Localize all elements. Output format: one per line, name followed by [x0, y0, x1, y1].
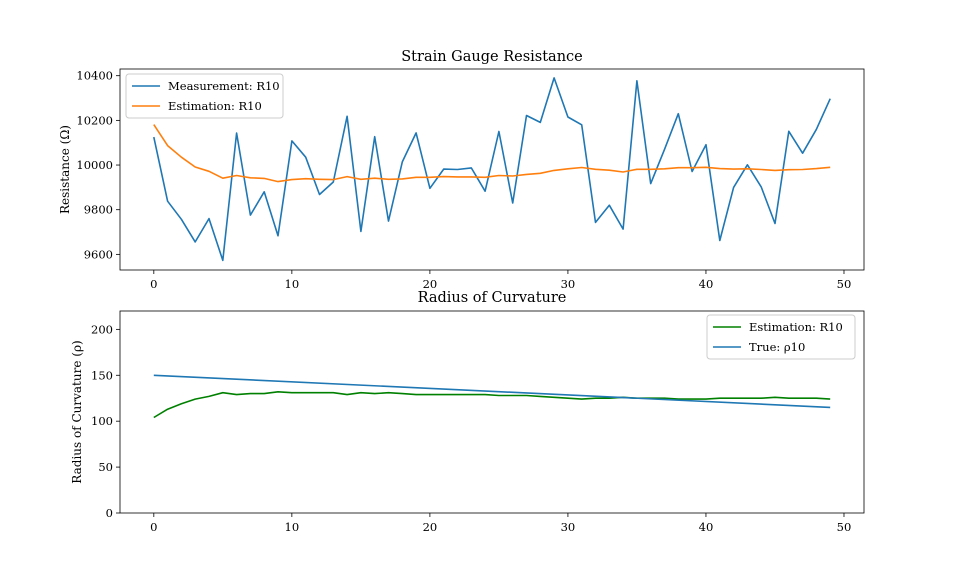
- y-tick-label: 200: [91, 322, 113, 336]
- y-tick-label: 10400: [76, 69, 113, 83]
- chart-title: Strain Gauge Resistance: [401, 49, 583, 65]
- x-tick-label: 20: [423, 520, 438, 534]
- x-axis: 0 10 20 30 40 50: [150, 270, 851, 291]
- chart-resistance: Strain Gauge Resistance 9600980010000102…: [58, 49, 865, 291]
- plot-area: [119, 68, 865, 271]
- series-group: [153, 374, 831, 419]
- x-tick-label: 0: [150, 277, 157, 291]
- legend-label: True: ρ10: [749, 340, 805, 354]
- series-line: [153, 374, 831, 409]
- x-tick-label: 30: [561, 520, 576, 534]
- y-tick-label: 9600: [84, 247, 113, 261]
- x-tick-label: 40: [699, 520, 714, 534]
- x-axis: 0 10 20 30 40 50: [150, 513, 851, 534]
- y-axis: 9600 9800 10000 10200 10400: [76, 69, 120, 261]
- x-tick-label: 10: [285, 520, 300, 534]
- y-tick-label: 9800: [84, 203, 113, 217]
- series-group: [153, 77, 831, 262]
- y-axis-label: Resistance (Ω): [58, 125, 72, 214]
- y-axis: 0 50 100 150 200: [91, 322, 120, 520]
- legend-label: Estimation: R10: [749, 320, 843, 334]
- y-tick-label: 150: [91, 368, 113, 382]
- series-line: [153, 77, 831, 262]
- series-line: [153, 124, 831, 183]
- y-tick-label: 50: [98, 460, 113, 474]
- x-tick-label: 0: [150, 520, 157, 534]
- x-tick-label: 40: [699, 277, 714, 291]
- legend-label: Estimation: R10: [168, 99, 262, 113]
- y-tick-label: 10200: [76, 113, 113, 127]
- legend-box: [125, 73, 284, 119]
- x-tick-label: 10: [285, 277, 300, 291]
- y-tick-label: 0: [106, 506, 113, 520]
- y-axis-label: Radius of Curvature (ρ): [70, 340, 84, 483]
- legend: Measurement: R10 Estimation: R10: [125, 73, 284, 119]
- x-tick-label: 50: [837, 520, 852, 534]
- legend-box: [706, 314, 856, 360]
- y-tick-label: 10000: [76, 158, 113, 172]
- series-line: [153, 390, 831, 419]
- legend: Estimation: R10 True: ρ10: [706, 314, 856, 360]
- legend-label: Measurement: R10: [168, 79, 280, 93]
- x-tick-label: 50: [837, 277, 852, 291]
- x-tick-label: 30: [561, 277, 576, 291]
- chart-title: Radius of Curvature: [418, 290, 567, 306]
- x-tick-label: 20: [423, 277, 438, 291]
- plot-area: [119, 310, 865, 514]
- y-tick-label: 100: [91, 414, 113, 428]
- chart-radius-of-curvature: Radius of Curvature 0 50 100 150 200 0 10 20 30…: [70, 290, 865, 534]
